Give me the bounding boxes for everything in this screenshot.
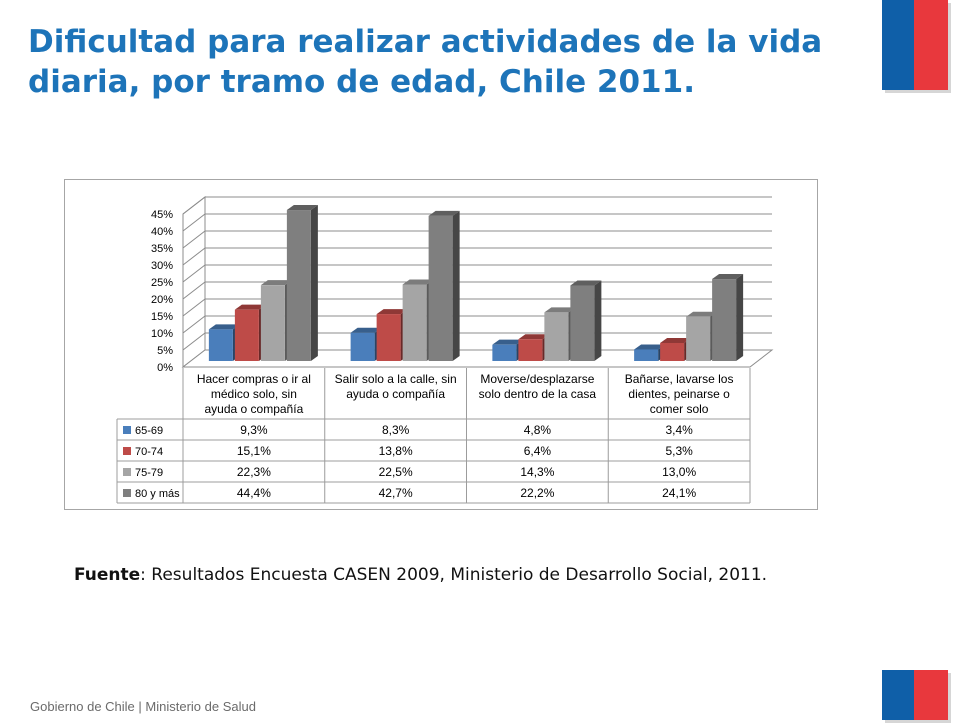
bar (544, 312, 569, 361)
data-label: 14,3% (520, 465, 554, 479)
gridline (182, 230, 772, 249)
data-label: 5,3% (665, 444, 693, 458)
y-tick-label: 0% (157, 362, 173, 374)
data-label: 22,5% (379, 465, 413, 479)
data-label: 15,1% (237, 444, 271, 458)
legend-label: 75-79 (135, 467, 163, 479)
chart-floor (181, 349, 774, 368)
bar-top (634, 344, 666, 350)
chart: 0% 5% 10% 15% 20% 25% 30% 35% 40% 45% Hacer compra… (116, 195, 774, 504)
data-label: 42,7% (379, 486, 413, 500)
y-tick-label: 35% (151, 243, 173, 255)
bar-top (544, 307, 576, 313)
source-label: Fuente (74, 565, 141, 585)
data-label: 8,3% (382, 423, 410, 437)
bar (260, 285, 285, 361)
bar-top (350, 327, 382, 333)
bar-top (686, 311, 718, 317)
gridline (182, 247, 772, 266)
y-tick-label: 25% (151, 277, 173, 289)
bar-top (402, 279, 434, 285)
source-note: Fuente: Resultados Encuesta CASEN 2009, … (74, 560, 834, 590)
data-label: 24,1% (662, 486, 696, 500)
gridline (182, 213, 772, 232)
data-label: 44,4% (237, 486, 271, 500)
bar-top (660, 337, 692, 343)
category-label: Bañarse, lavarse los (625, 372, 734, 386)
data-label: 3,4% (665, 423, 693, 437)
bar-side (310, 205, 318, 361)
category-label: dientes, peinarse o (628, 387, 730, 401)
legend-key (123, 447, 131, 455)
y-tick-label: 40% (151, 226, 173, 238)
bar-top (376, 309, 408, 315)
legend-key (123, 426, 131, 434)
bar-top (492, 339, 524, 345)
category-label: comer solo (650, 402, 709, 416)
legend-label: 70-74 (135, 446, 163, 458)
category-label: solo dentro de la casa (479, 387, 597, 401)
footer-text: Gobierno de Chile | Ministerio de Salud (30, 699, 256, 714)
bar-top (428, 210, 460, 216)
chile-flag-logo-top (882, 0, 951, 93)
bar (634, 349, 659, 361)
bar (570, 285, 595, 361)
legend-label: 80 y más (135, 488, 180, 500)
category-label: ayuda o compañía (346, 387, 445, 401)
y-tick-label: 30% (151, 260, 173, 272)
data-label: 9,3% (240, 423, 268, 437)
gridline (182, 196, 772, 215)
legend-key (123, 468, 131, 476)
bar (376, 314, 401, 361)
bar-top (518, 334, 550, 340)
slide-title: Dificultad para realizar actividades de … (28, 24, 823, 100)
bar-side (736, 274, 744, 361)
bar (712, 279, 737, 361)
bar (208, 329, 233, 361)
bar-top (260, 280, 292, 286)
data-label: 22,2% (520, 486, 554, 500)
bar (518, 339, 543, 361)
data-label: 22,3% (237, 465, 271, 479)
y-tick-label: 45% (151, 209, 173, 221)
bar (402, 284, 427, 361)
data-label: 13,8% (379, 444, 413, 458)
bar-top (286, 205, 318, 211)
y-tick-label: 20% (151, 294, 173, 306)
bar (660, 342, 685, 361)
bar (350, 332, 375, 361)
bar-top (712, 274, 744, 280)
legend-key (123, 489, 131, 497)
bar-top (208, 324, 240, 330)
bar (234, 309, 259, 361)
bar (492, 344, 517, 361)
chart-frame: 0% 5% 10% 15% 20% 25% 30% 35% 40% 45% Hacer compra… (64, 179, 818, 510)
bar-side (594, 280, 602, 361)
category-label: Hacer compras o ir al (197, 372, 311, 386)
legend-label: 65-69 (135, 425, 163, 437)
category-label: médico solo, sin (211, 387, 297, 401)
y-tick-label: 10% (151, 328, 173, 340)
data-label: 13,0% (662, 465, 696, 479)
category-label: ayuda o compañía (205, 402, 304, 416)
chile-flag-logo-bottom (882, 670, 951, 723)
source-text: : Resultados Encuesta CASEN 2009, Minist… (140, 565, 768, 585)
bar (428, 215, 453, 361)
bar-top (234, 304, 266, 310)
gridline (182, 264, 772, 283)
y-tick-label: 5% (157, 345, 173, 357)
data-label: 6,4% (524, 444, 552, 458)
bar (286, 210, 311, 361)
bar (686, 316, 711, 361)
data-label: 4,8% (524, 423, 552, 437)
bar-top (570, 280, 602, 286)
category-label: Moverse/desplazarse (480, 372, 594, 386)
y-tick-label: 15% (151, 311, 173, 323)
bar-side (452, 210, 460, 361)
category-label: Salir solo a la calle, sin (335, 372, 457, 386)
